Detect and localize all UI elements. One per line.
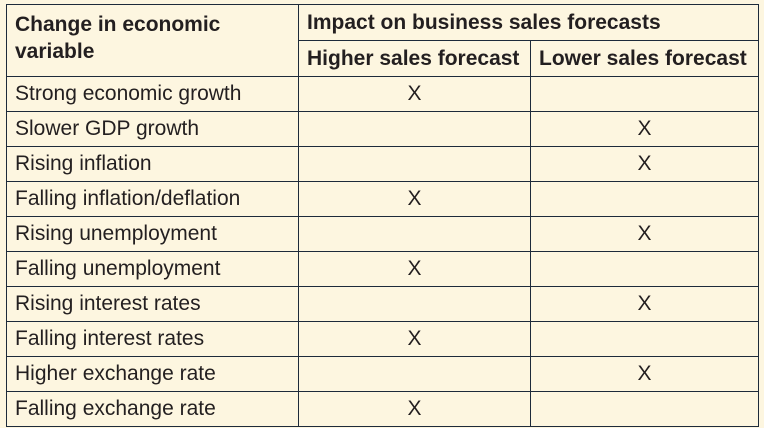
table-row: Rising interest rates X bbox=[6, 286, 759, 322]
group-header: Impact on business sales forecasts bbox=[298, 4, 759, 41]
table-row: Falling inflation/deflation X bbox=[6, 181, 759, 217]
table-row: Falling interest rates X bbox=[6, 321, 759, 357]
higher-mark: X bbox=[298, 181, 531, 217]
lower-mark bbox=[530, 251, 759, 287]
row-label: Rising inflation bbox=[6, 146, 299, 182]
header-row-group: Change in economic variable Impact on bu… bbox=[6, 4, 759, 77]
economic-impact-table: Change in economic variable Impact on bu… bbox=[6, 4, 759, 427]
lower-mark: X bbox=[530, 356, 759, 392]
higher-mark bbox=[298, 111, 531, 147]
corner-header: Change in economic variable bbox=[6, 4, 299, 77]
lower-sales-header: Lower sales forecast bbox=[530, 40, 759, 77]
table-row: Strong economic growth X bbox=[6, 76, 759, 112]
table-row: Falling exchange rate X bbox=[6, 391, 759, 427]
row-label: Falling unemployment bbox=[6, 251, 299, 287]
row-label: Strong economic growth bbox=[6, 76, 299, 112]
row-label: Falling inflation/deflation bbox=[6, 181, 299, 217]
lower-mark bbox=[530, 76, 759, 112]
row-label: Falling interest rates bbox=[6, 321, 299, 357]
row-label: Rising interest rates bbox=[6, 286, 299, 322]
higher-mark bbox=[298, 286, 531, 322]
table-row: Falling unemployment X bbox=[6, 251, 759, 287]
higher-mark bbox=[298, 146, 531, 182]
lower-mark bbox=[530, 391, 759, 427]
table-row: Rising inflation X bbox=[6, 146, 759, 182]
higher-mark bbox=[298, 356, 531, 392]
higher-mark bbox=[298, 216, 531, 252]
row-label: Slower GDP growth bbox=[6, 111, 299, 147]
row-label: Falling exchange rate bbox=[6, 391, 299, 427]
lower-mark bbox=[530, 321, 759, 357]
table-row: Higher exchange rate X bbox=[6, 356, 759, 392]
row-label: Rising unemployment bbox=[6, 216, 299, 252]
lower-mark: X bbox=[530, 216, 759, 252]
lower-mark bbox=[530, 181, 759, 217]
row-label: Higher exchange rate bbox=[6, 356, 299, 392]
header-row-sub: Higher sales forecast Lower sales foreca… bbox=[7, 40, 759, 77]
higher-sales-header: Higher sales forecast bbox=[298, 40, 531, 77]
table-row: Slower GDP growth X bbox=[6, 111, 759, 147]
table-body: Strong economic growth X Slower GDP grow… bbox=[6, 76, 759, 427]
lower-mark: X bbox=[530, 286, 759, 322]
table-row: Rising unemployment X bbox=[6, 216, 759, 252]
higher-mark: X bbox=[298, 391, 531, 427]
higher-mark: X bbox=[298, 321, 531, 357]
higher-mark: X bbox=[298, 251, 531, 287]
higher-mark: X bbox=[298, 76, 531, 112]
lower-mark: X bbox=[530, 111, 759, 147]
lower-mark: X bbox=[530, 146, 759, 182]
